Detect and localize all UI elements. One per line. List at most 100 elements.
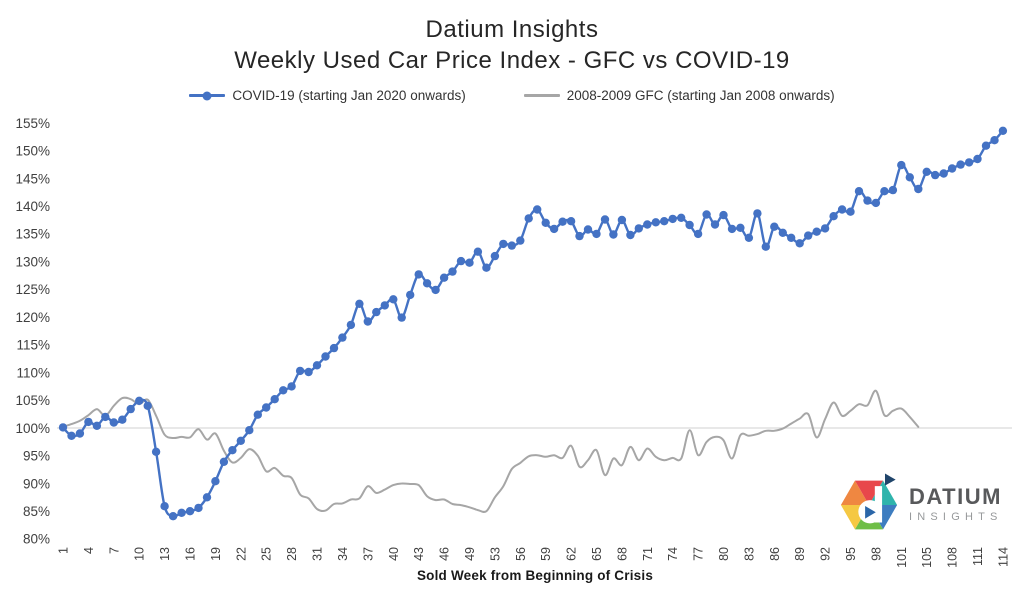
- covid-data-point-marker: [846, 207, 855, 216]
- covid-data-point-marker: [338, 333, 347, 342]
- y-tick-label: 115%: [16, 338, 50, 353]
- y-tick-label: 125%: [15, 282, 50, 297]
- gfc-line-swatch-icon: [523, 94, 560, 97]
- x-tick-label: 10: [133, 547, 147, 561]
- covid-data-point-marker: [804, 231, 813, 240]
- covid-data-point-marker: [626, 230, 635, 240]
- x-tick-label: 46: [438, 547, 452, 561]
- covid-data-point-marker: [312, 361, 322, 370]
- y-tick-label: 130%: [15, 254, 50, 269]
- covid-data-point-marker: [888, 185, 898, 195]
- x-tick-label: 28: [285, 547, 299, 561]
- covid-data-point-marker: [778, 228, 787, 237]
- y-tick-label: 145%: [15, 171, 50, 186]
- covid-data-point-marker: [558, 217, 567, 226]
- chart-title: Datium Insights Weekly Used Car Price In…: [0, 14, 1024, 76]
- covid-data-point-marker: [566, 217, 576, 226]
- covid-data-point-marker: [202, 493, 212, 502]
- covid-data-point-marker: [473, 247, 483, 256]
- x-tick-label: 108: [946, 547, 960, 568]
- covid-data-point-marker: [58, 423, 68, 432]
- x-tick-label: 114: [996, 547, 1010, 567]
- covid-data-point-marker: [583, 225, 593, 234]
- covid-data-point-marker: [236, 436, 245, 445]
- covid-data-point-marker: [600, 215, 610, 224]
- x-tick-label: 19: [209, 547, 223, 561]
- covid-data-point-marker: [346, 320, 356, 330]
- covid-data-point-marker: [549, 224, 559, 234]
- covid-data-point-marker: [448, 267, 457, 276]
- covid-data-point-marker: [524, 214, 533, 223]
- covid-data-point-marker: [575, 231, 584, 241]
- x-tick-label: 62: [565, 547, 579, 561]
- logo-title: DATIUM: [909, 484, 1002, 509]
- x-tick-label: 86: [768, 547, 782, 561]
- covid-data-point-marker: [422, 279, 432, 288]
- x-tick-label: 34: [336, 547, 350, 561]
- covid-data-point-marker: [719, 210, 728, 220]
- covid-data-point-marker: [736, 223, 745, 232]
- y-tick-label: 140%: [15, 199, 50, 214]
- covid-data-point-marker: [363, 317, 372, 326]
- covid-data-point-marker: [897, 160, 906, 170]
- covid-data-point-marker: [279, 386, 288, 395]
- covid-data-point-marker: [490, 251, 500, 261]
- logo-subtitle: INSIGHTS: [909, 511, 1003, 523]
- covid-data-point-marker: [981, 141, 991, 150]
- x-tick-label: 68: [615, 547, 629, 561]
- x-tick-label: 92: [819, 547, 833, 561]
- covid-data-point-marker: [414, 270, 423, 279]
- y-tick-label: 95%: [23, 449, 50, 464]
- covid-data-point-marker: [151, 447, 161, 456]
- x-tick-label: 83: [742, 547, 756, 561]
- covid-data-point-marker: [931, 170, 940, 180]
- x-tick-label: 59: [539, 547, 553, 561]
- covid-data-point-marker: [770, 222, 779, 231]
- covid-marker-icon: [202, 91, 212, 100]
- y-tick-label: 80%: [23, 532, 50, 547]
- covid-data-point-marker: [516, 236, 525, 245]
- legend-label-gfc: 2008-2009 GFC (starting Jan 2008 onwards…: [566, 88, 835, 103]
- x-tick-label: 71: [641, 547, 655, 561]
- y-tick-label: 135%: [15, 227, 50, 242]
- covid-data-point-marker: [660, 217, 669, 226]
- covid-data-point-marker: [295, 366, 305, 376]
- x-tick-label: 31: [311, 547, 325, 561]
- covid-data-point-marker: [939, 169, 948, 178]
- x-tick-label: 7: [107, 547, 121, 554]
- y-tick-label: 90%: [23, 476, 50, 491]
- covid-data-point-marker: [75, 429, 85, 438]
- x-tick-label: 89: [793, 547, 807, 561]
- covid-data-point-marker: [456, 256, 466, 266]
- x-axis-title: Sold Week from Beginning of Crisis: [416, 568, 654, 583]
- covid-data-point-marker: [329, 343, 339, 353]
- legend-item-gfc: 2008-2009 GFC (starting Jan 2008 onwards…: [523, 88, 835, 103]
- covid-data-point-marker: [812, 227, 821, 236]
- covid-data-point-marker: [270, 395, 279, 404]
- legend-label-covid: COVID-19 (starting Jan 2020 onwards): [232, 88, 466, 103]
- covid-data-point-marker: [685, 220, 694, 230]
- covid-data-point-marker: [947, 164, 957, 173]
- covid-data-point-marker: [710, 220, 720, 229]
- covid-data-point-marker: [380, 301, 389, 310]
- covid-data-point-marker: [829, 212, 838, 221]
- covid-data-point-marker: [702, 210, 711, 219]
- covid-data-point-marker: [101, 412, 110, 422]
- covid-data-point-marker: [634, 224, 643, 233]
- x-tick-label: 77: [692, 547, 706, 561]
- covid-data-point-marker: [211, 477, 220, 486]
- covid-data-point-marker: [820, 224, 830, 233]
- y-tick-label: 150%: [15, 144, 50, 159]
- covid-data-point-marker: [651, 218, 660, 227]
- covid-data-point-marker: [643, 220, 652, 229]
- covid-line-swatch-icon: [189, 91, 226, 100]
- covid-data-point-marker: [177, 508, 186, 517]
- covid-data-point-marker: [880, 187, 889, 196]
- covid-data-point-marker: [973, 154, 982, 164]
- covid-data-point-marker: [693, 229, 703, 239]
- covid-data-point-marker: [617, 215, 627, 225]
- y-tick-label: 105%: [15, 393, 50, 408]
- x-tick-label: 98: [869, 547, 883, 561]
- covid-data-point-marker: [228, 446, 237, 455]
